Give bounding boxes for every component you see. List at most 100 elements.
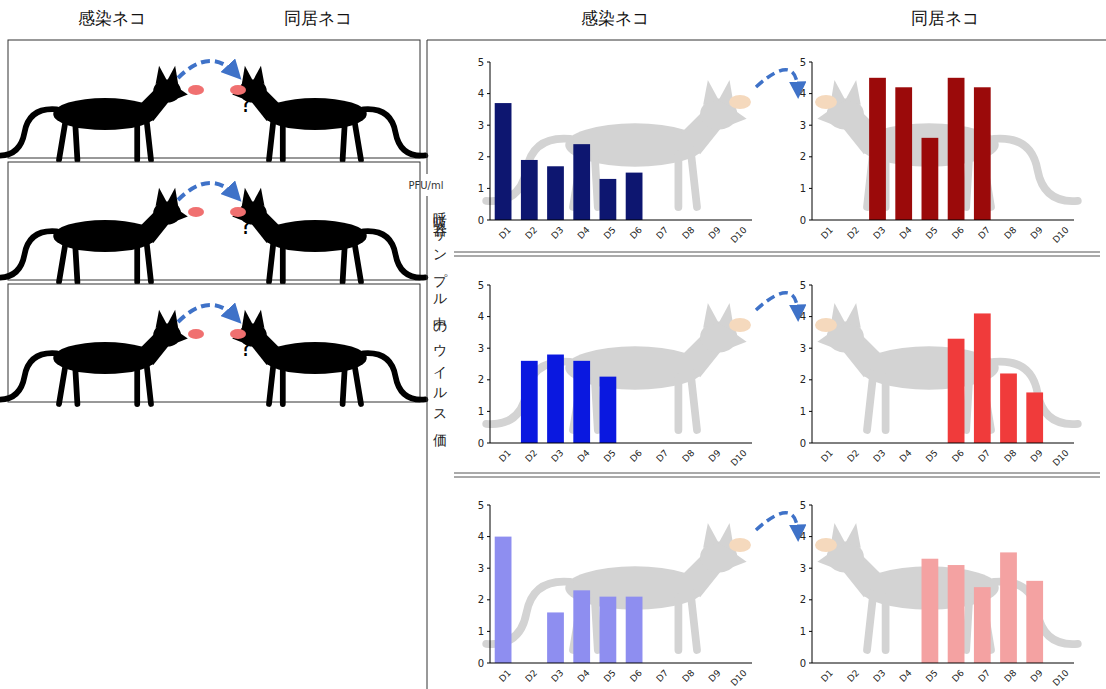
bar xyxy=(948,565,965,663)
y-tick xyxy=(487,599,490,600)
cat-tail xyxy=(363,353,425,399)
cat-leg xyxy=(280,243,286,282)
x-tick-label: D2 xyxy=(845,225,861,241)
bar xyxy=(573,144,590,220)
x-tick-label: D9 xyxy=(1029,225,1045,241)
transmission-arrow xyxy=(178,61,236,78)
transmission-box: ? xyxy=(0,40,425,160)
x-axis xyxy=(812,220,1074,221)
bar xyxy=(974,87,991,220)
y-tick xyxy=(809,599,812,600)
cat-ear xyxy=(167,66,179,87)
bars xyxy=(521,355,616,443)
y-tick xyxy=(487,285,490,286)
x-tick-label: D1 xyxy=(497,668,513,684)
cat-leg xyxy=(354,363,361,404)
frame-line xyxy=(427,196,428,689)
cat-leg xyxy=(146,363,151,404)
bar xyxy=(600,597,617,663)
y-tick-label: 4 xyxy=(800,531,806,542)
bar xyxy=(600,179,617,220)
cat-ear xyxy=(167,188,179,209)
cat-body xyxy=(263,342,367,374)
cat-silhouette xyxy=(817,80,1077,207)
y-tick xyxy=(487,348,490,349)
unknown-mark: ? xyxy=(240,90,253,118)
x-tick-label: D3 xyxy=(549,225,565,241)
y-tick xyxy=(809,220,812,221)
cat-tail xyxy=(0,353,57,399)
row-separator xyxy=(454,477,1100,478)
bar xyxy=(922,138,939,220)
cat-ear xyxy=(156,66,168,84)
cat-ear xyxy=(241,66,253,87)
cat-leg xyxy=(867,374,873,430)
y-tick xyxy=(487,411,490,412)
y-tick-label: 4 xyxy=(478,531,484,542)
cat-leg xyxy=(343,121,345,160)
y-tick-label: 2 xyxy=(800,594,806,605)
chart-panel: 012345D1D2D3D4D5D6D7D8D9D10 xyxy=(800,280,1078,468)
x-tick-label: D3 xyxy=(549,668,565,684)
bars xyxy=(948,313,1043,443)
bar xyxy=(895,87,912,220)
x-tick-label: D4 xyxy=(898,668,914,684)
cat-ear xyxy=(845,80,861,105)
bar xyxy=(1000,552,1017,663)
column-header: 同居ネコ xyxy=(911,8,979,28)
x-tick-label: D8 xyxy=(1002,225,1018,241)
cat-silhouette xyxy=(486,523,746,650)
bar xyxy=(600,377,617,443)
cat-leg xyxy=(675,154,683,207)
x-tick-label: D3 xyxy=(871,668,887,684)
unknown-mark: ? xyxy=(240,212,253,240)
y-tick xyxy=(487,188,490,189)
x-tick-label: D6 xyxy=(950,225,966,241)
y-tick-label: 3 xyxy=(800,563,806,574)
y-tick xyxy=(809,411,812,412)
cat-leg xyxy=(343,365,345,404)
y-tick-label: 1 xyxy=(800,183,806,194)
cat-leg xyxy=(59,241,66,282)
bars xyxy=(869,78,991,220)
cat-ear xyxy=(241,188,253,209)
x-tick-label: D8 xyxy=(680,225,696,241)
bars xyxy=(495,537,643,663)
cat-tail xyxy=(363,109,425,155)
cat-ear xyxy=(241,310,253,331)
x-tick-label: D10 xyxy=(1051,225,1071,245)
y-tick xyxy=(487,62,490,63)
y-tick-label: 0 xyxy=(478,215,484,226)
frame-line xyxy=(427,40,1106,41)
x-tick-label: D7 xyxy=(654,448,670,464)
y-tick-label: 4 xyxy=(800,88,806,99)
cat-leg xyxy=(595,597,598,650)
bar xyxy=(1026,581,1043,663)
transmission-arrow xyxy=(756,513,798,535)
droplet xyxy=(188,207,204,217)
x-tick-label: D5 xyxy=(602,225,618,241)
y-tick xyxy=(809,631,812,632)
y-tick-label: 0 xyxy=(478,658,484,669)
x-tick-label: D10 xyxy=(1051,668,1071,688)
cat-leg xyxy=(354,119,361,160)
cat-ear xyxy=(703,80,719,105)
frame-line xyxy=(427,40,428,174)
y-tick-label: 2 xyxy=(800,374,806,385)
x-tick-label: D7 xyxy=(976,448,992,464)
x-tick-label: D8 xyxy=(680,668,696,684)
x-axis xyxy=(490,443,752,444)
x-tick-label: D5 xyxy=(924,668,940,684)
droplet xyxy=(729,95,751,109)
bar xyxy=(948,339,965,443)
x-tick-label: D5 xyxy=(924,448,940,464)
y-tick-label: 2 xyxy=(478,374,484,385)
cat-leg xyxy=(354,241,361,282)
y-tick-label: 3 xyxy=(478,343,484,354)
droplet xyxy=(815,538,837,552)
y-axis-title: 呼吸器サンプル中のウイルス価 xyxy=(431,200,449,428)
cat-ear xyxy=(703,523,719,548)
cat-leg xyxy=(59,363,66,404)
cat-ear xyxy=(167,310,179,331)
cat-leg xyxy=(280,365,286,404)
